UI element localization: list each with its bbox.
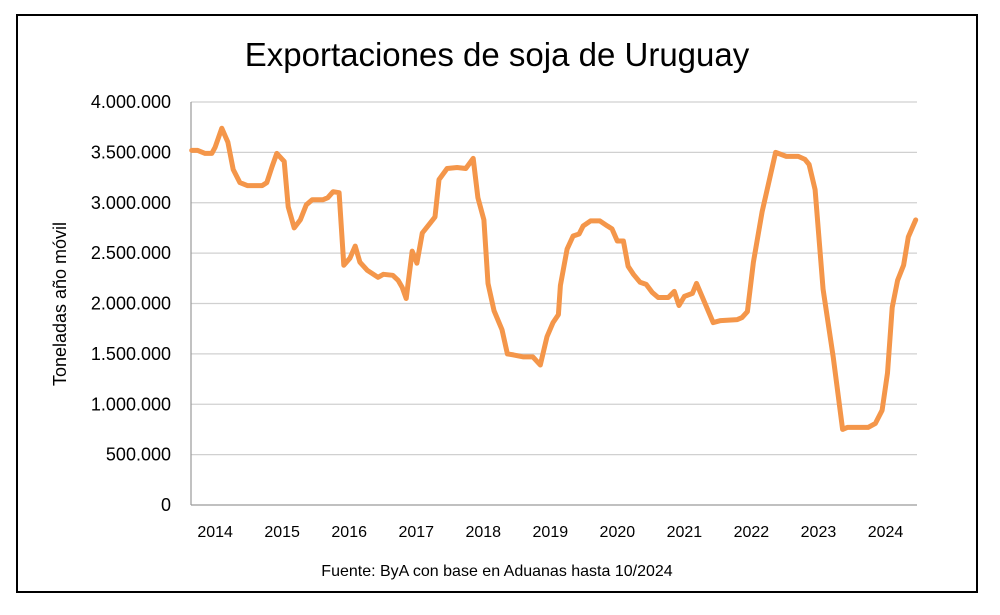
chart-title: Exportaciones de soja de Uruguay <box>245 36 750 73</box>
y-axis-label: Toneladas año móvil <box>50 222 70 386</box>
y-tick-label: 4.000.000 <box>91 92 171 112</box>
x-tick-label: 2022 <box>734 524 770 541</box>
y-tick-label: 2.000.000 <box>91 294 171 314</box>
x-tick-label: 2019 <box>533 524 569 541</box>
x-tick-label: 2023 <box>801 524 837 541</box>
x-tick-label: 2016 <box>331 524 367 541</box>
x-tick-label: 2021 <box>667 524 703 541</box>
x-tick-label: 2018 <box>465 524 501 541</box>
source-note: Fuente: ByA con base en Aduanas hasta 10… <box>321 563 672 580</box>
x-tick-label: 2024 <box>868 524 904 541</box>
y-tick-label: 3.500.000 <box>91 142 171 162</box>
y-tick-label: 1.000.000 <box>91 394 171 414</box>
y-tick-label: 2.500.000 <box>91 243 171 263</box>
y-tick-label: 500.000 <box>106 445 171 465</box>
x-tick-label: 2015 <box>264 524 300 541</box>
y-tick-label: 3.000.000 <box>91 193 171 213</box>
x-axis-ticks: 2014 2015 2016 2017 2018 2019 2020 2021 2022 2023… <box>197 524 903 541</box>
series-group <box>189 125 919 432</box>
x-tick-label: 2014 <box>197 524 233 541</box>
y-tick-label: 0 <box>161 495 171 515</box>
x-tick-label: 2020 <box>600 524 636 541</box>
gridlines <box>191 101 917 506</box>
y-axis-ticks: 0 500.000 1.000.000 1.500.000 2.000.000 2.500… <box>91 92 171 515</box>
x-tick-label: 2017 <box>398 524 434 541</box>
y-tick-label: 1.500.000 <box>91 344 171 364</box>
